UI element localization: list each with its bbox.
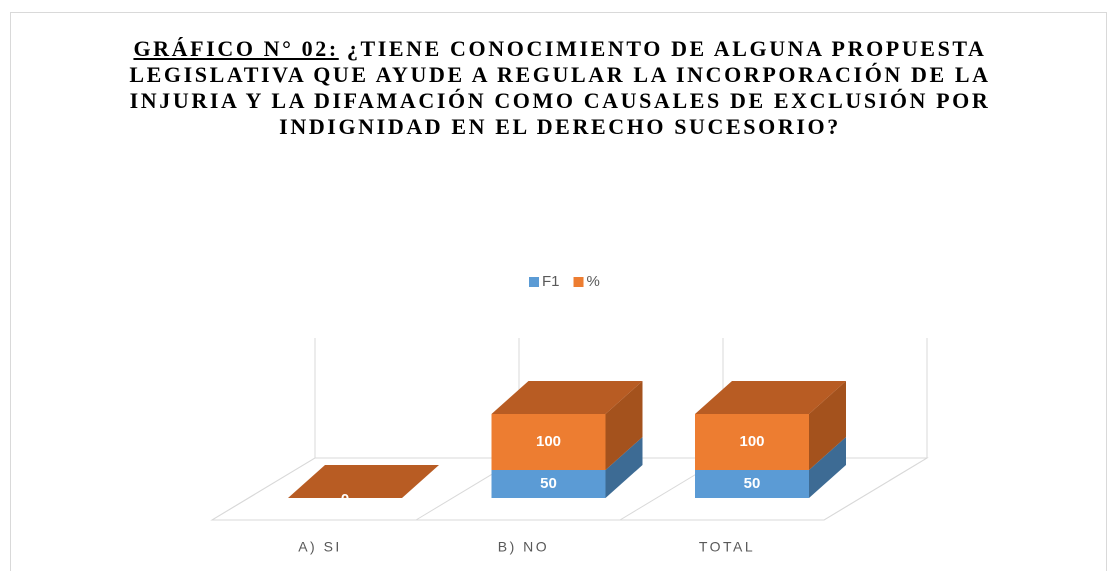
title-label: GRÁFICO N° 02: bbox=[133, 36, 339, 61]
x-tick-label: A) SI bbox=[298, 539, 342, 555]
bar-side bbox=[605, 437, 643, 498]
legend-label: F1 bbox=[542, 273, 560, 290]
data-label: 50 bbox=[744, 475, 761, 492]
bar-top bbox=[695, 381, 846, 414]
bar-side bbox=[605, 381, 643, 470]
bar-side bbox=[809, 437, 846, 498]
bar-top bbox=[491, 381, 643, 414]
chart-frame bbox=[10, 12, 1107, 571]
data-label: 0 bbox=[341, 491, 349, 508]
legend-label: % bbox=[587, 273, 600, 290]
data-label: 100 bbox=[739, 433, 764, 450]
bar bbox=[695, 414, 809, 470]
floor-line bbox=[823, 457, 928, 521]
legend-swatch bbox=[529, 277, 539, 287]
chart-title: GRÁFICO N° 02: ¿TIENE CONOCIMIENTO DE AL… bbox=[120, 36, 1000, 140]
floor-line bbox=[211, 457, 316, 521]
data-label: 0 bbox=[341, 491, 349, 508]
x-tick-label: B) NO bbox=[498, 539, 549, 555]
bar bbox=[695, 470, 809, 498]
title-text: ¿TIENE CONOCIMIENTO DE ALGUNA PROPUESTA … bbox=[129, 36, 991, 139]
bar bbox=[491, 414, 606, 470]
bar-side bbox=[809, 381, 846, 470]
legend-swatch bbox=[573, 277, 584, 287]
data-label: 50 bbox=[540, 475, 557, 492]
bar bbox=[491, 470, 606, 498]
x-tick-label: TOTAL bbox=[699, 539, 755, 555]
data-label: 100 bbox=[536, 433, 561, 450]
bar-top bbox=[288, 465, 439, 498]
